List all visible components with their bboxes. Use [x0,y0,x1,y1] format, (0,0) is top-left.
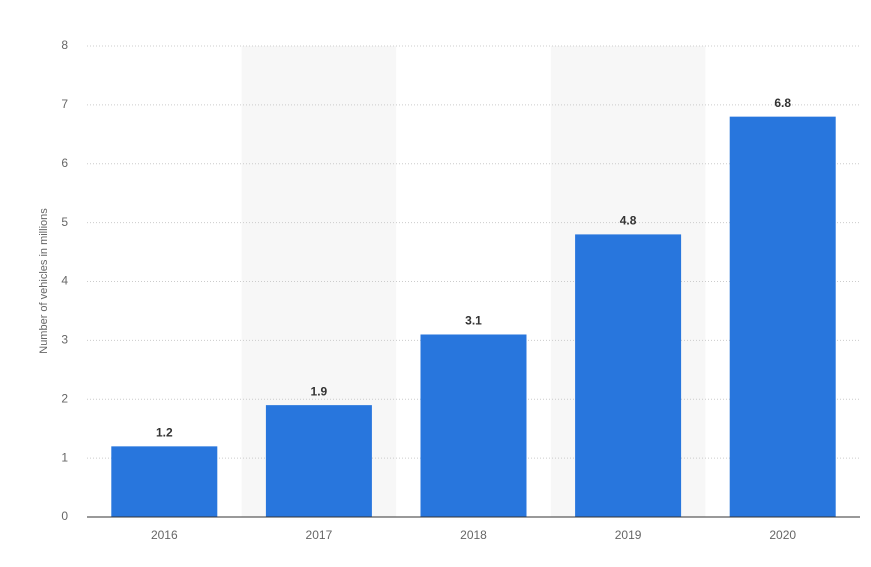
y-tick-label: 2 [61,391,68,405]
value-label: 3.1 [465,314,482,328]
y-tick-label: 1 [61,450,68,464]
y-axis-title: Number of vehicles in millions [38,208,50,354]
bar [265,405,372,517]
bar [575,234,682,517]
y-tick-label: 0 [61,509,68,523]
x-tick-label: 2016 [151,528,178,542]
x-tick-label: 2020 [769,528,796,542]
x-tick-label: 2019 [615,528,642,542]
y-tick-label: 4 [61,274,68,288]
bar [111,446,218,517]
y-tick-label: 8 [61,38,68,52]
bar [729,116,836,518]
value-label: 6.8 [774,96,791,110]
x-tick-label: 2018 [460,528,487,542]
y-tick-label: 3 [61,333,68,347]
y-tick-label: 7 [61,97,68,111]
value-label: 1.9 [311,384,328,398]
y-tick-label: 5 [61,215,68,229]
value-label: 1.2 [156,426,173,440]
value-label: 4.8 [620,214,637,228]
y-tick-label: 6 [61,156,68,170]
bar [420,334,527,517]
x-tick-label: 2017 [306,528,333,542]
